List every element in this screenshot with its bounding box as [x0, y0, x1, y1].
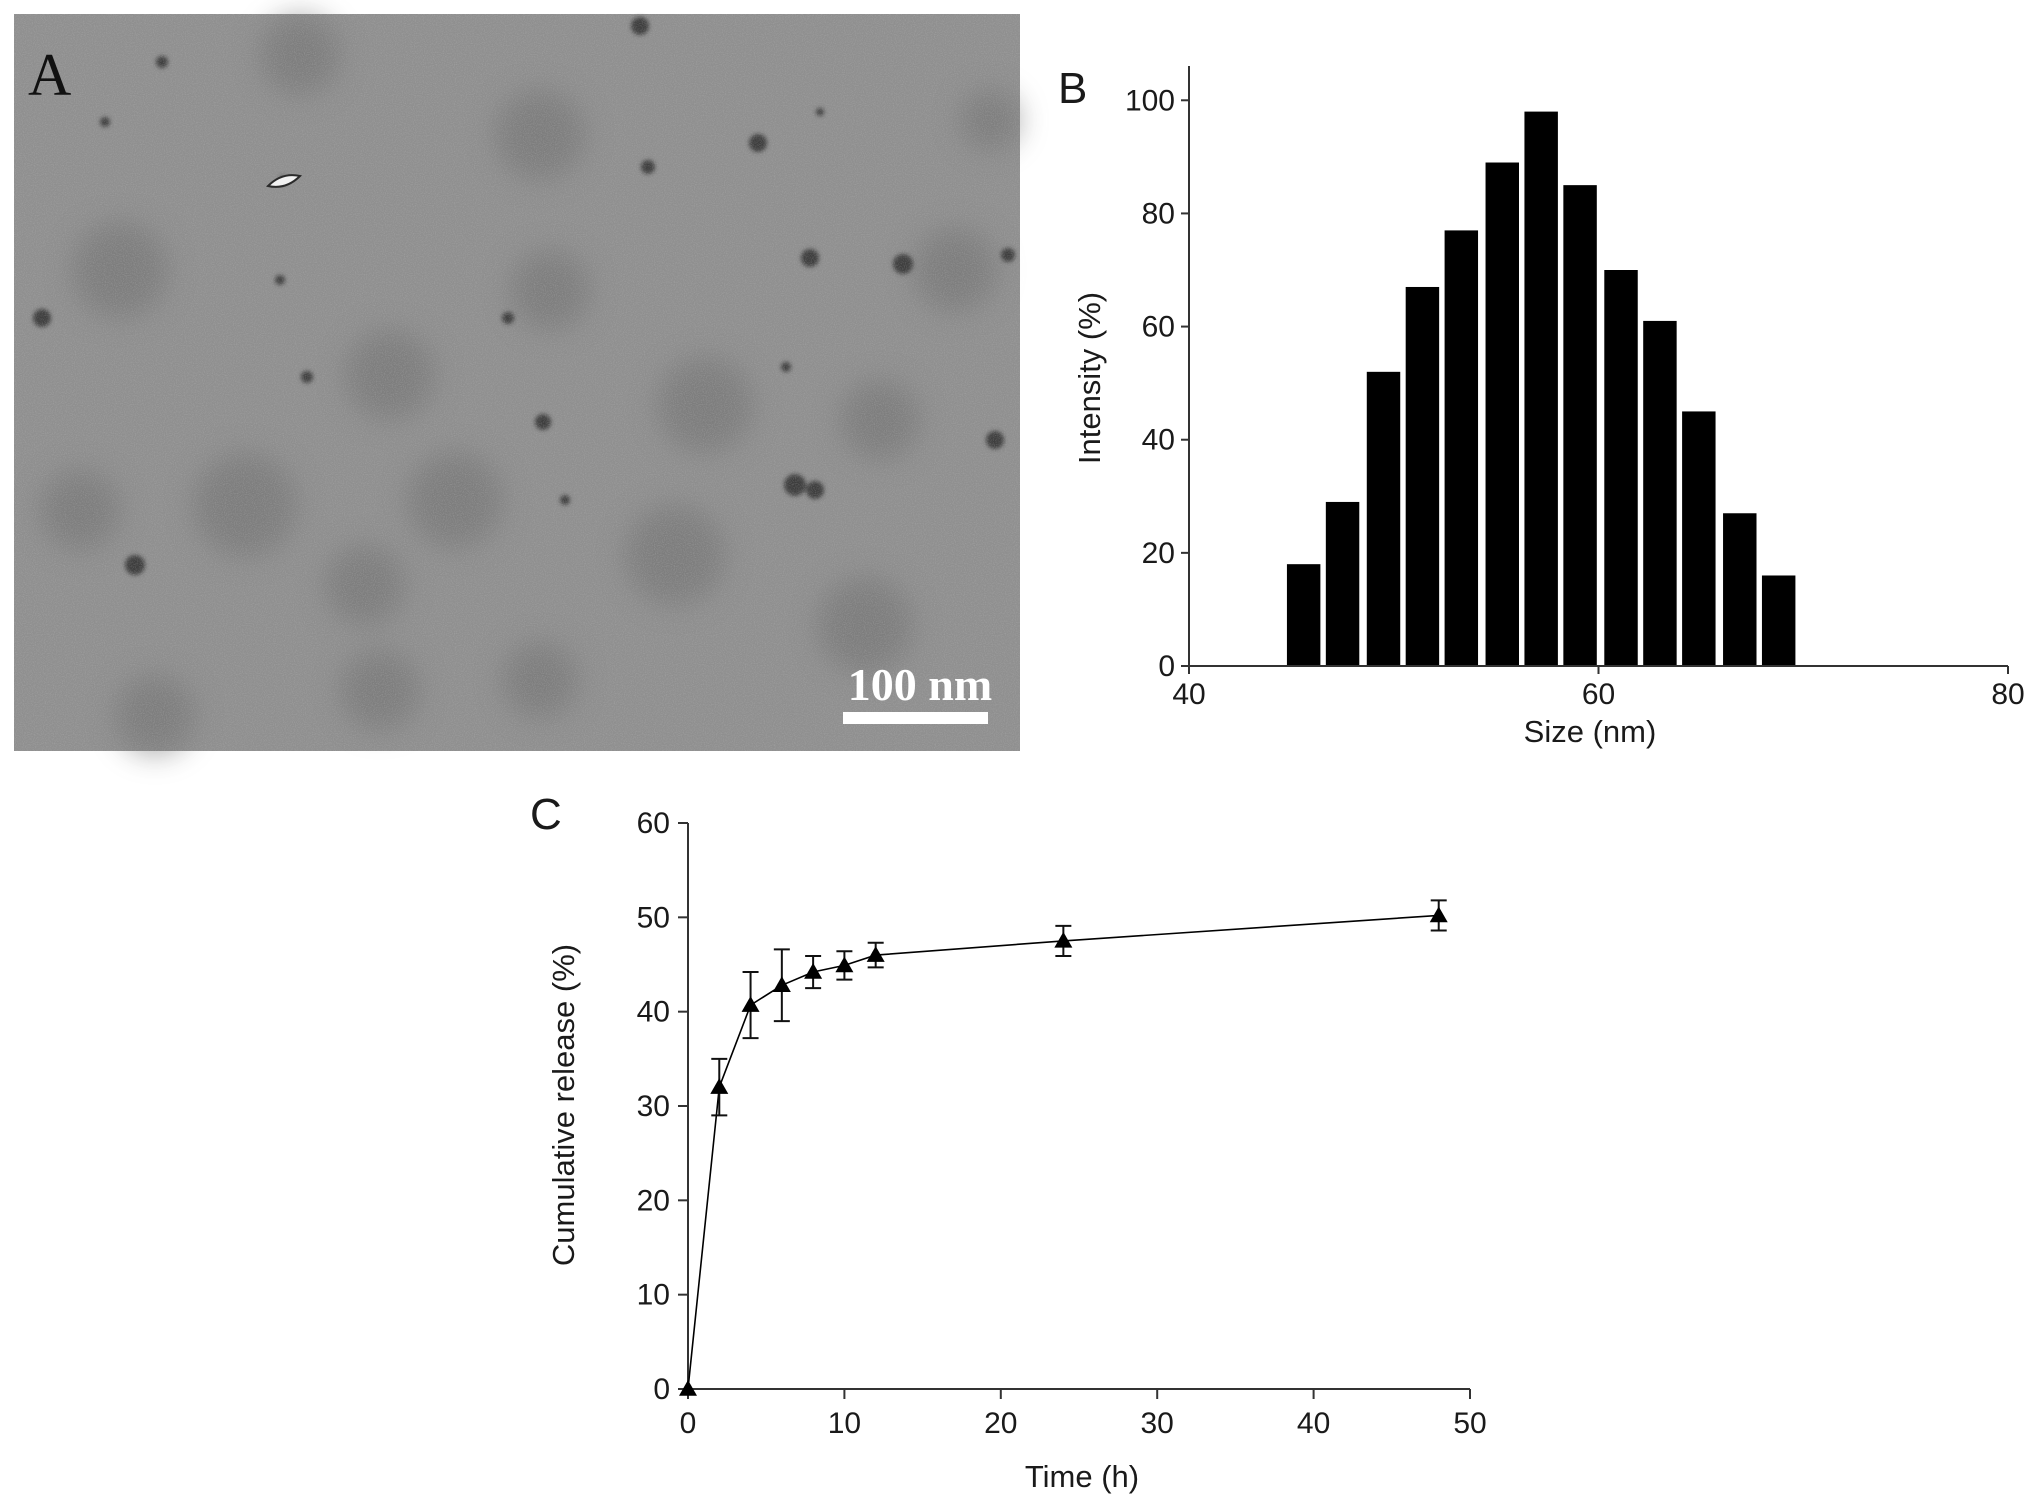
b-bar-12 — [1761, 575, 1796, 666]
b-ytick-label-80: 80 — [1142, 197, 1175, 230]
c-xtick-label-20: 20 — [984, 1407, 1017, 1440]
scale-bar — [843, 712, 988, 724]
c-ytick-label-20: 20 — [637, 1184, 670, 1217]
c-ytick-label-60: 60 — [637, 807, 670, 840]
c-ytick-label-50: 50 — [637, 901, 670, 934]
b-x-axis-label: Size (nm) — [1524, 714, 1657, 749]
c-xtick-label-50: 50 — [1453, 1407, 1486, 1440]
panel-c-release-curve: C 0 10 20 30 40 50 60 0 10 20 30 40 50 Time (h) Cum… — [530, 790, 1487, 1494]
b-bar-1 — [1325, 501, 1360, 666]
b-ytick-label-40: 40 — [1142, 424, 1175, 457]
c-ytick-label-40: 40 — [637, 996, 670, 1029]
c-xtick-label-10: 10 — [828, 1407, 861, 1440]
c-y-axis-label: Cumulative release (%) — [546, 944, 581, 1266]
b-ytick-label-20: 20 — [1142, 537, 1175, 570]
b-ytick-label-100: 100 — [1125, 84, 1175, 117]
b-bar-9 — [1643, 320, 1677, 666]
c-marker-2 — [741, 996, 760, 1012]
c-xticks: 0 10 20 30 40 50 — [680, 1389, 1487, 1440]
tem-grain — [14, 14, 1020, 751]
c-marker-4 — [804, 963, 823, 979]
c-markers — [679, 906, 1448, 1396]
panel-b-size-distribution: B 0 20 40 60 80 100 40 60 80 Size (nm) Intensit… — [1058, 64, 2025, 749]
b-bar-10 — [1682, 411, 1716, 666]
c-xtick-label-0: 0 — [680, 1407, 697, 1440]
b-bar-7 — [1563, 185, 1597, 666]
panel-b-letter: B — [1058, 64, 1087, 113]
b-ytick-label-0: 0 — [1158, 650, 1175, 683]
scale-bar-label: 100 nm — [848, 659, 992, 710]
c-x-axis-label: Time (h) — [1025, 1459, 1139, 1494]
b-bar-2 — [1366, 371, 1401, 666]
c-xtick-label-40: 40 — [1297, 1407, 1330, 1440]
c-marker-6 — [866, 946, 885, 962]
tem-artifact — [266, 174, 302, 188]
b-bar-5 — [1485, 162, 1519, 666]
panel-a-tem-image: A 100 nm — [14, 14, 1020, 755]
b-bars — [1286, 111, 1796, 667]
b-xtick-label-40: 40 — [1172, 678, 1205, 711]
b-xtick-label-60: 60 — [1582, 678, 1615, 711]
b-bar-11 — [1723, 513, 1757, 666]
c-ytick-label-30: 30 — [637, 1090, 670, 1123]
c-xtick-label-30: 30 — [1141, 1407, 1174, 1440]
c-ytick-label-0: 0 — [653, 1373, 670, 1406]
b-y-axis-label: Intensity (%) — [1072, 292, 1107, 464]
c-marker-3 — [772, 976, 791, 993]
b-ytick-label-60: 60 — [1142, 311, 1175, 344]
b-bar-4 — [1444, 230, 1479, 666]
panel-a-letter: A — [28, 42, 71, 108]
c-series-line — [687, 914, 1439, 1390]
c-marker-5 — [835, 956, 854, 973]
b-yticks: 0 20 40 60 80 100 — [1125, 84, 1189, 683]
c-marker-0 — [679, 1380, 697, 1396]
b-bar-3 — [1405, 286, 1440, 666]
b-xticks: 40 60 80 — [1172, 666, 2025, 711]
c-marker-8 — [1429, 906, 1448, 923]
c-marker-1 — [710, 1078, 729, 1094]
b-bar-6 — [1524, 111, 1558, 667]
c-marker-7 — [1054, 931, 1073, 948]
panel-c-letter: C — [530, 790, 562, 839]
b-bar-0 — [1286, 564, 1321, 666]
c-ytick-label-10: 10 — [637, 1279, 670, 1312]
c-errorbars — [711, 899, 1447, 1117]
c-axes — [687, 823, 1470, 1390]
b-bar-8 — [1604, 270, 1638, 666]
b-xtick-label-80: 80 — [1991, 678, 2024, 711]
c-yticks: 0 10 20 30 40 50 60 — [637, 807, 688, 1406]
